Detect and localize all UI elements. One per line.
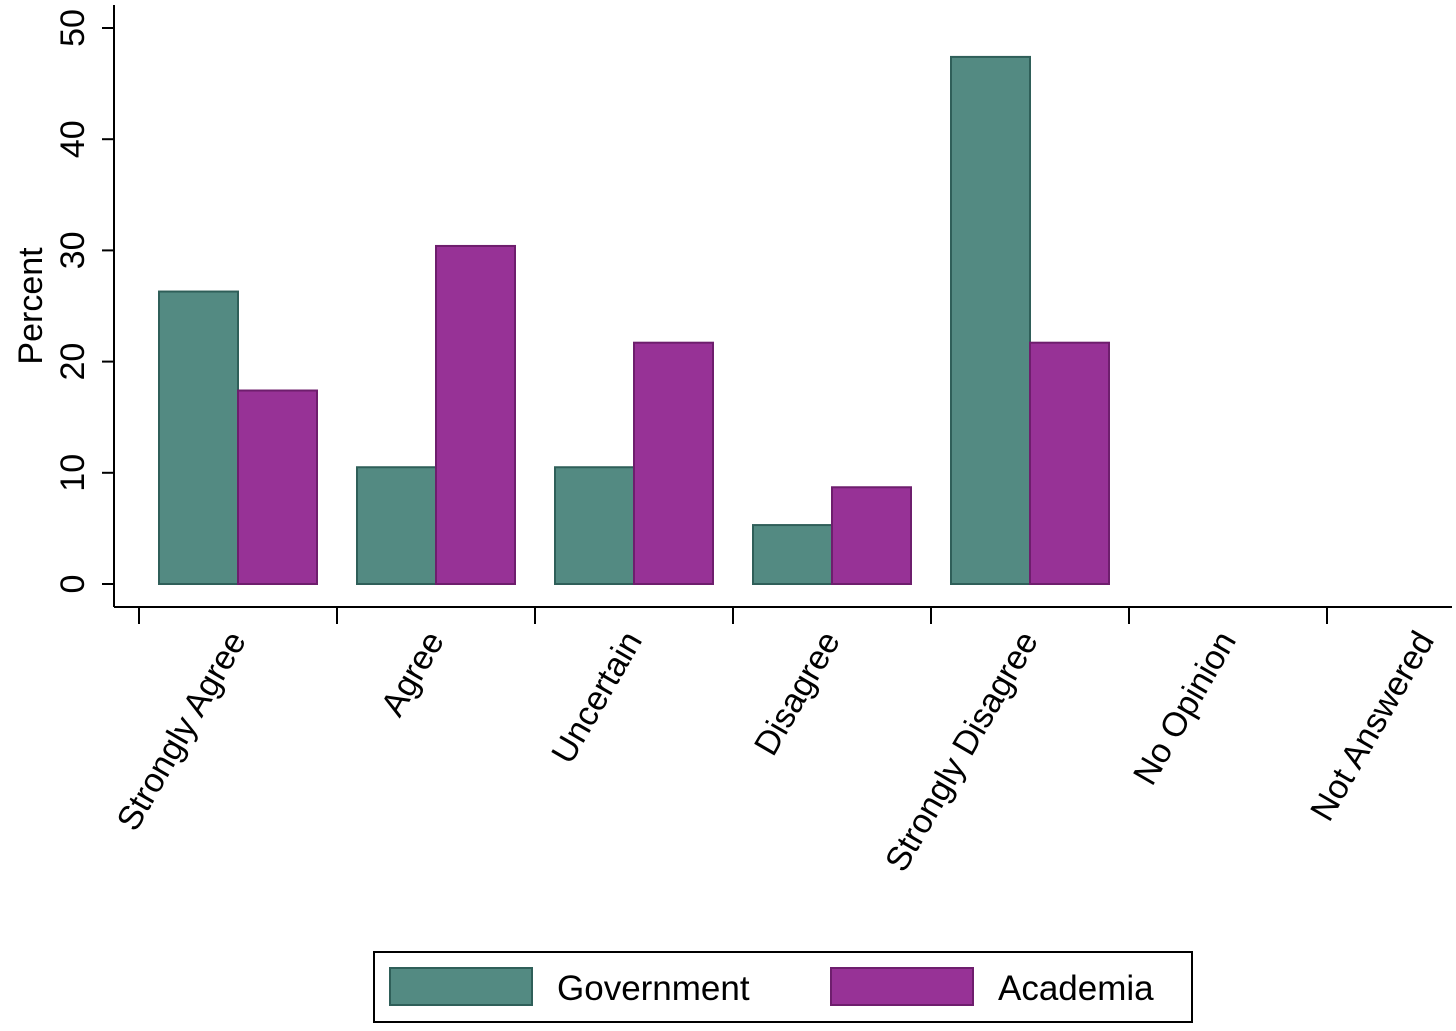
bar-government-disagree bbox=[752, 524, 833, 586]
y-tick-label: 40 bbox=[54, 120, 92, 158]
x-tick-label: Agree bbox=[374, 625, 452, 723]
y-tick-label: 10 bbox=[54, 454, 92, 492]
legend-swatch-government bbox=[389, 967, 533, 1006]
bar-academia-agree bbox=[435, 244, 516, 585]
bars-group bbox=[158, 55, 1110, 586]
x-axis-ticks: Strongly Agree Agree Uncertain Disagree Stro… bbox=[110, 607, 1442, 878]
bar-government-strongly-disagree bbox=[950, 55, 1031, 586]
y-tick-label: 20 bbox=[54, 343, 92, 381]
y-axis-title: Percent bbox=[12, 247, 50, 365]
legend-label-government: Government bbox=[557, 969, 750, 1008]
y-tick-label: 30 bbox=[54, 231, 92, 269]
legend-swatch-academia bbox=[830, 967, 974, 1006]
bar-academia-uncertain bbox=[633, 341, 714, 586]
y-tick-label: 50 bbox=[54, 9, 92, 47]
bar-academia-disagree bbox=[831, 486, 912, 586]
legend-label-academia: Academia bbox=[998, 969, 1154, 1008]
bar-government-uncertain bbox=[554, 466, 635, 585]
x-tick-label: No Opinion bbox=[1126, 625, 1244, 791]
x-tick-label: Uncertain bbox=[544, 625, 650, 770]
bar-government-agree bbox=[356, 466, 437, 585]
x-tick-label: Disagree bbox=[747, 625, 848, 762]
y-tick-label: 0 bbox=[54, 575, 92, 594]
bar-academia-strongly-disagree bbox=[1029, 341, 1110, 586]
bar-academia-strongly-agree bbox=[237, 389, 318, 585]
x-tick-label: Strongly Agree bbox=[110, 625, 254, 837]
x-tick-label: Not Answered bbox=[1303, 625, 1442, 827]
x-tick-label: Strongly Disagree bbox=[878, 625, 1046, 878]
legend: Government Academia bbox=[373, 951, 1193, 1023]
bar-government-strongly-agree bbox=[158, 290, 239, 585]
y-axis-ticks: 0 10 20 30 40 50 bbox=[54, 9, 114, 593]
